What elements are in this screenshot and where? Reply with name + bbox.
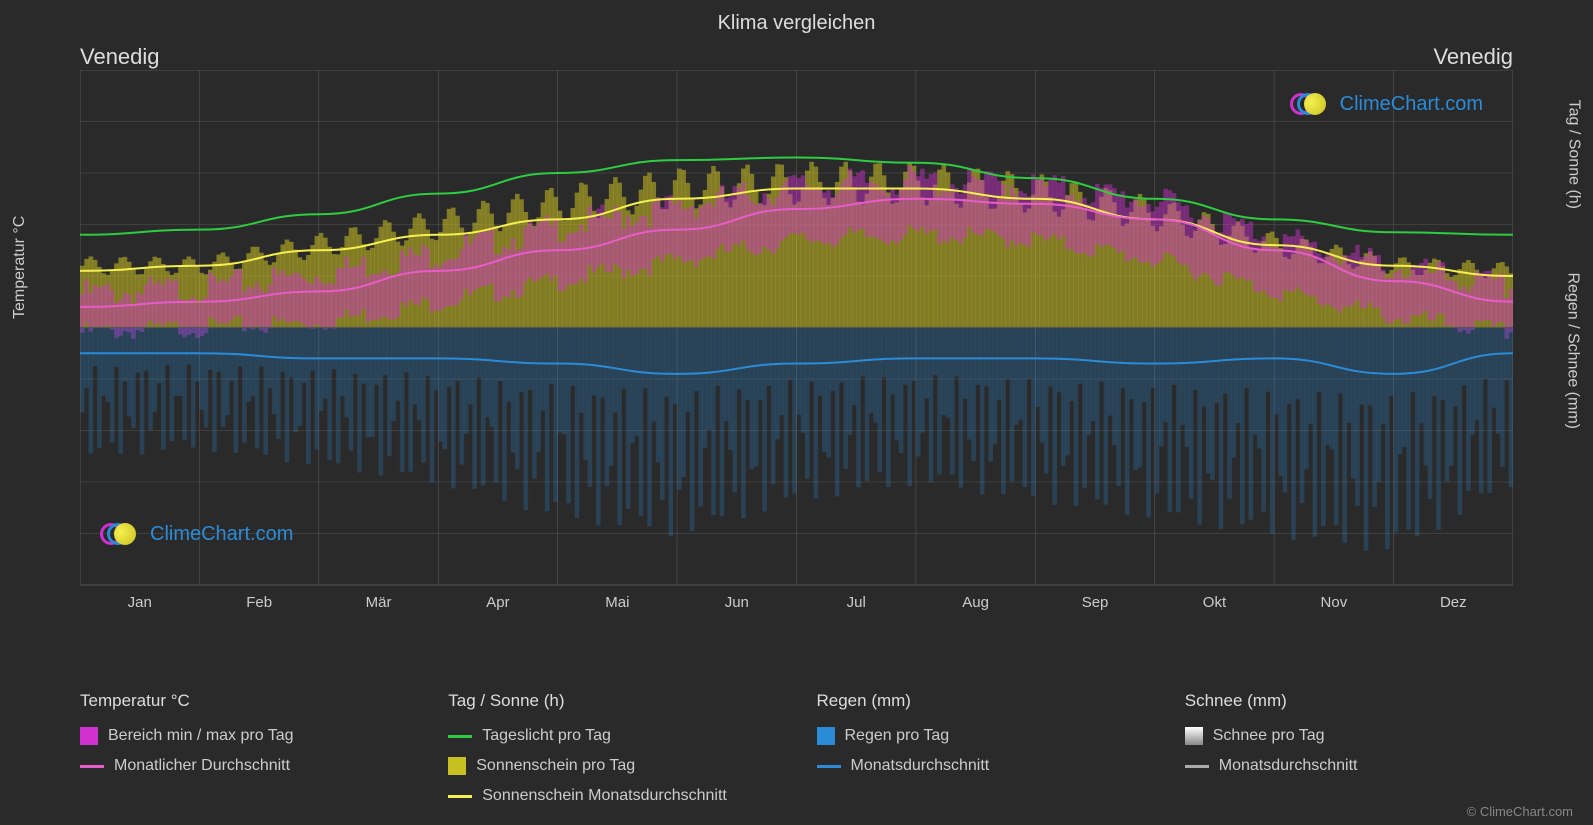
legend: Temperatur °C Bereich min / max pro Tag … — [80, 691, 1513, 805]
legend-label: Sonnenschein Monatsdurchschnitt — [482, 787, 727, 805]
legend-heading: Temperatur °C — [80, 691, 408, 711]
watermark-logo-icon — [1290, 90, 1334, 118]
legend-item: Sonnenschein Monatsdurchschnitt — [448, 787, 776, 805]
legend-col-snow: Schnee (mm) Schnee pro Tag Monatsdurchsc… — [1185, 691, 1513, 805]
legend-item: Bereich min / max pro Tag — [80, 727, 408, 745]
chart-title: Klima vergleichen — [0, 0, 1593, 35]
line-swatch-icon — [80, 765, 104, 768]
city-label-right: Venedig — [1433, 44, 1513, 70]
legend-heading: Schnee (mm) — [1185, 691, 1513, 711]
legend-label: Monatsdurchschnitt — [851, 757, 990, 775]
y-axis-label-right-top: Tag / Sonne (h) — [1564, 100, 1582, 209]
legend-label: Sonnenschein pro Tag — [476, 757, 635, 775]
watermark-top: ClimeChart.com — [1290, 90, 1483, 118]
legend-heading: Tag / Sonne (h) — [448, 691, 776, 711]
svg-text:Apr: Apr — [486, 594, 509, 611]
svg-text:Nov: Nov — [1321, 594, 1348, 611]
city-label-left: Venedig — [80, 44, 160, 70]
line-swatch-icon — [448, 735, 472, 738]
legend-item: Monatsdurchschnitt — [1185, 757, 1513, 775]
legend-col-sun: Tag / Sonne (h) Tageslicht pro Tag Sonne… — [448, 691, 776, 805]
legend-label: Regen pro Tag — [845, 727, 950, 745]
legend-item: Sonnenschein pro Tag — [448, 757, 776, 775]
legend-label: Monatsdurchschnitt — [1219, 757, 1358, 775]
svg-text:Sep: Sep — [1082, 594, 1109, 611]
legend-item: Monatlicher Durchschnitt — [80, 757, 408, 775]
svg-text:Okt: Okt — [1203, 594, 1227, 611]
legend-heading: Regen (mm) — [817, 691, 1145, 711]
legend-label: Monatlicher Durchschnitt — [114, 757, 290, 775]
svg-text:Aug: Aug — [962, 594, 989, 611]
svg-text:Jan: Jan — [128, 594, 152, 611]
legend-item: Regen pro Tag — [817, 727, 1145, 745]
svg-text:Jul: Jul — [847, 594, 866, 611]
copyright-text: © ClimeChart.com — [1467, 804, 1573, 819]
chart-container: -50-40-30-20-100102030405006121824010203… — [80, 70, 1513, 615]
legend-label: Tageslicht pro Tag — [482, 727, 611, 745]
watermark-logo-icon — [100, 520, 144, 548]
svg-text:Feb: Feb — [246, 594, 272, 611]
legend-item: Schnee pro Tag — [1185, 727, 1513, 745]
legend-item: Tageslicht pro Tag — [448, 727, 776, 745]
svg-text:Mai: Mai — [605, 594, 629, 611]
y-axis-label-right-bot: Regen / Schnee (mm) — [1564, 272, 1582, 429]
swatch-icon — [1185, 727, 1203, 745]
y-axis-label-left: Temperatur °C — [11, 216, 29, 319]
swatch-icon — [817, 727, 835, 745]
legend-label: Bereich min / max pro Tag — [108, 727, 294, 745]
legend-col-temperature: Temperatur °C Bereich min / max pro Tag … — [80, 691, 408, 805]
climate-chart: -50-40-30-20-100102030405006121824010203… — [80, 70, 1513, 615]
swatch-icon — [80, 727, 98, 745]
line-swatch-icon — [1185, 765, 1209, 768]
svg-text:Dez: Dez — [1440, 594, 1467, 611]
svg-text:Jun: Jun — [725, 594, 749, 611]
watermark-text: ClimeChart.com — [150, 523, 293, 546]
swatch-icon — [448, 757, 466, 775]
legend-item: Monatsdurchschnitt — [817, 757, 1145, 775]
line-swatch-icon — [817, 765, 841, 768]
svg-text:Mär: Mär — [366, 594, 392, 611]
watermark-bottom: ClimeChart.com — [100, 520, 293, 548]
watermark-text: ClimeChart.com — [1340, 93, 1483, 116]
legend-label: Schnee pro Tag — [1213, 727, 1325, 745]
line-swatch-icon — [448, 795, 472, 798]
legend-col-rain: Regen (mm) Regen pro Tag Monatsdurchschn… — [817, 691, 1145, 805]
